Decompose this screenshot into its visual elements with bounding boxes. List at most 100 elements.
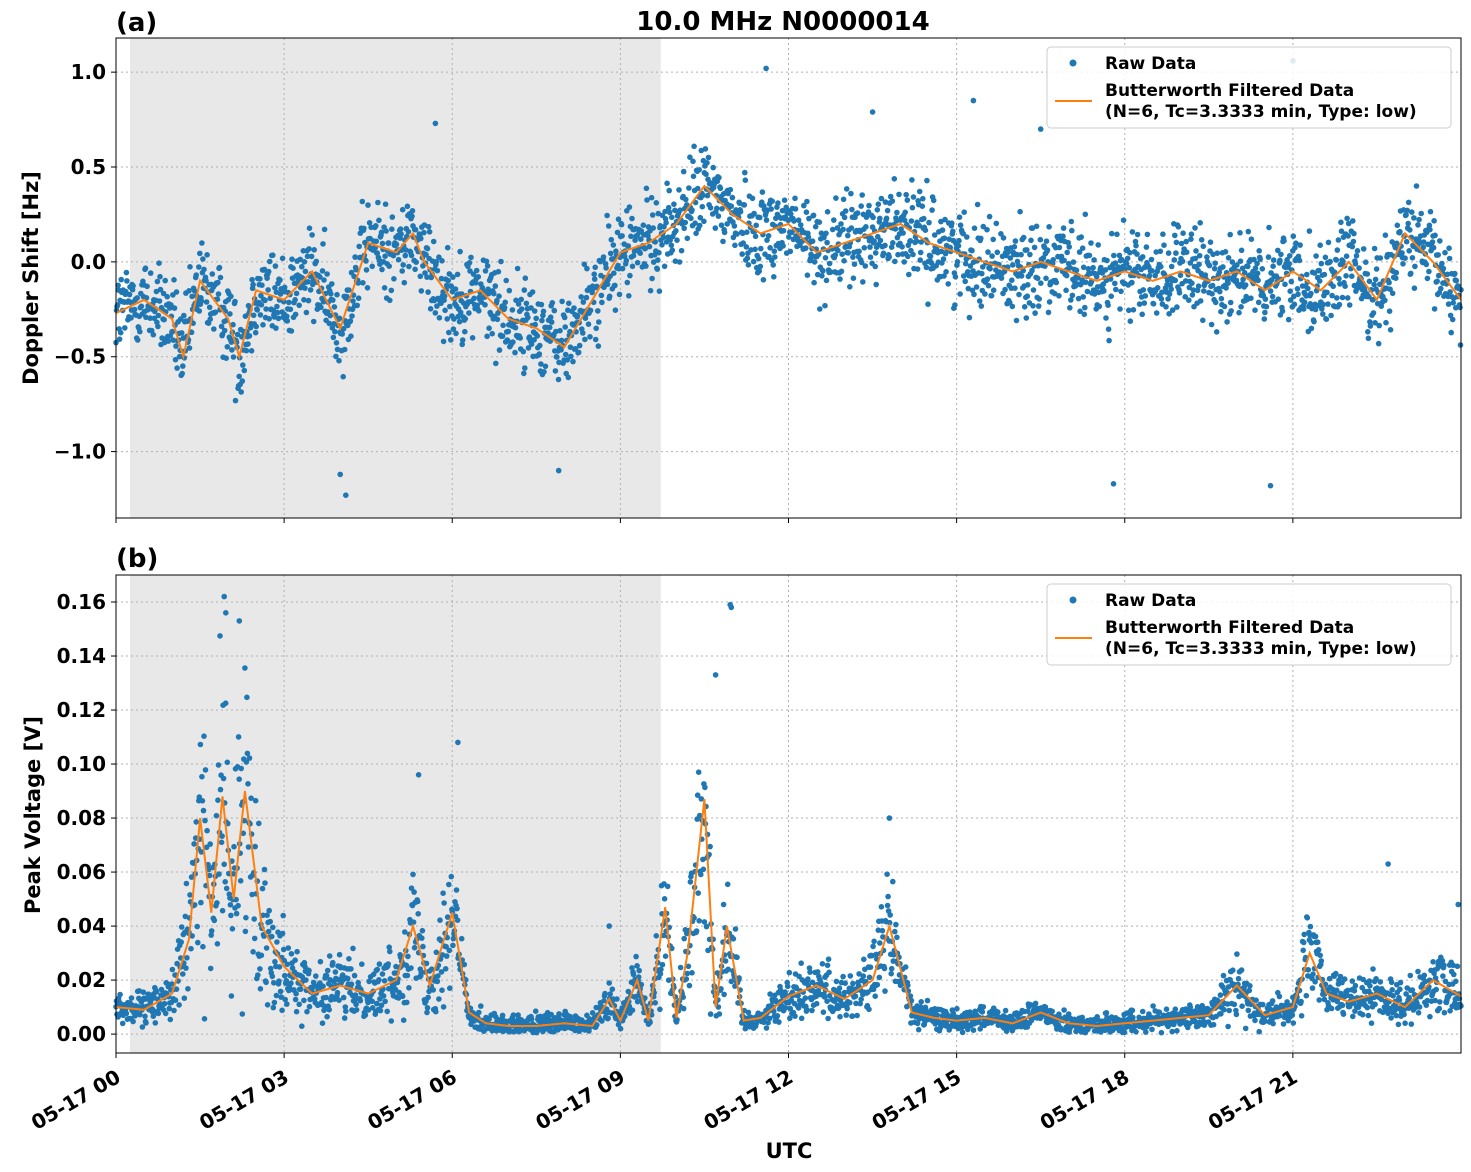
raw-data-point bbox=[716, 174, 722, 181]
raw-data-point bbox=[1139, 1008, 1146, 1015]
raw-data-point bbox=[1445, 301, 1452, 307]
raw-data-point bbox=[571, 305, 577, 311]
raw-data-point bbox=[365, 202, 371, 208]
raw-data-point bbox=[277, 277, 283, 283]
raw-data-point bbox=[1367, 319, 1373, 325]
raw-data-point bbox=[1207, 239, 1214, 245]
raw-data-point bbox=[1227, 299, 1234, 306]
raw-data-point bbox=[276, 978, 282, 984]
raw-data-point bbox=[909, 204, 916, 211]
raw-data-point bbox=[1060, 233, 1066, 239]
raw-data-point bbox=[436, 315, 443, 321]
raw-data-point bbox=[584, 265, 590, 272]
raw-data-point bbox=[219, 833, 225, 839]
raw-data-point bbox=[462, 328, 468, 335]
raw-data-point bbox=[217, 274, 224, 281]
raw-data-point bbox=[1248, 236, 1255, 242]
raw-data-point bbox=[443, 953, 450, 959]
raw-data-point bbox=[657, 971, 664, 977]
raw-data-point bbox=[1078, 234, 1084, 240]
raw-data-point bbox=[959, 1029, 966, 1036]
raw-data-point bbox=[379, 240, 386, 247]
raw-data-point bbox=[363, 258, 369, 264]
raw-data-point bbox=[202, 817, 208, 824]
raw-data-point bbox=[1413, 183, 1420, 189]
raw-data-point bbox=[978, 303, 985, 309]
raw-data-point bbox=[887, 912, 893, 918]
raw-data-point bbox=[432, 310, 439, 316]
raw-data-point bbox=[824, 209, 831, 215]
raw-data-point bbox=[193, 272, 199, 278]
raw-data-point bbox=[683, 976, 690, 982]
raw-data-point bbox=[214, 296, 221, 303]
raw-data-point bbox=[147, 270, 154, 276]
raw-data-point bbox=[907, 238, 914, 244]
raw-data-point bbox=[1173, 239, 1180, 246]
raw-data-point bbox=[466, 260, 473, 266]
raw-data-point bbox=[1365, 329, 1371, 335]
raw-data-point bbox=[265, 268, 272, 275]
raw-data-point bbox=[374, 966, 381, 973]
raw-data-point bbox=[123, 288, 129, 295]
raw-data-point bbox=[662, 208, 668, 215]
raw-data-point bbox=[1318, 260, 1325, 267]
raw-data-point bbox=[676, 259, 683, 265]
raw-data-point bbox=[1282, 281, 1288, 288]
raw-data-point bbox=[351, 972, 358, 979]
raw-data-point bbox=[1211, 265, 1218, 272]
raw-data-point bbox=[352, 996, 358, 1003]
raw-data-point bbox=[1234, 262, 1240, 268]
raw-data-point bbox=[614, 996, 620, 1002]
raw-data-point bbox=[254, 307, 261, 313]
raw-data-point bbox=[321, 1007, 327, 1014]
raw-data-point bbox=[1339, 294, 1346, 301]
raw-data-point bbox=[1431, 306, 1438, 312]
raw-data-point bbox=[404, 972, 411, 979]
raw-data-point bbox=[364, 285, 371, 291]
raw-data-point bbox=[373, 238, 380, 245]
raw-data-point bbox=[559, 298, 565, 305]
raw-data-point bbox=[154, 319, 160, 326]
raw-data-point bbox=[455, 313, 461, 320]
raw-data-point bbox=[1080, 294, 1086, 300]
raw-data-point bbox=[805, 976, 811, 982]
raw-data-point bbox=[395, 256, 402, 263]
raw-data-point bbox=[1067, 305, 1073, 311]
raw-data-point bbox=[317, 274, 323, 280]
raw-data-point bbox=[362, 1012, 369, 1018]
raw-data-point bbox=[187, 892, 193, 898]
raw-data-point bbox=[309, 281, 316, 288]
raw-data-point bbox=[870, 943, 876, 950]
raw-data-point bbox=[716, 1011, 723, 1017]
raw-data-point bbox=[404, 203, 411, 210]
raw-data-point bbox=[303, 309, 310, 316]
raw-data-point bbox=[222, 879, 228, 885]
raw-data-point bbox=[1154, 285, 1161, 291]
raw-data-point bbox=[212, 309, 219, 316]
raw-data-point bbox=[1245, 263, 1251, 270]
raw-data-point bbox=[262, 297, 268, 304]
raw-data-point bbox=[780, 243, 786, 249]
raw-data-point bbox=[1182, 294, 1188, 300]
raw-data-point bbox=[297, 986, 304, 992]
raw-data-point bbox=[547, 314, 554, 321]
raw-data-point bbox=[389, 226, 395, 232]
raw-data-point bbox=[154, 278, 161, 285]
raw-data-point bbox=[421, 222, 428, 228]
raw-data-point bbox=[808, 251, 814, 258]
raw-data-point bbox=[654, 266, 661, 272]
raw-data-point bbox=[863, 224, 869, 230]
raw-data-point bbox=[195, 939, 201, 946]
raw-data-point bbox=[593, 325, 599, 332]
raw-data-point bbox=[362, 239, 368, 246]
raw-data-point bbox=[763, 1025, 770, 1031]
raw-data-point bbox=[984, 276, 991, 282]
raw-data-point bbox=[305, 279, 311, 285]
raw-data-point bbox=[436, 996, 442, 1002]
raw-data-point bbox=[1281, 238, 1287, 244]
raw-data-point bbox=[961, 209, 967, 215]
raw-data-point bbox=[1231, 1001, 1238, 1008]
raw-data-point bbox=[439, 952, 446, 958]
raw-data-point bbox=[645, 233, 651, 239]
raw-data-point bbox=[461, 961, 468, 968]
